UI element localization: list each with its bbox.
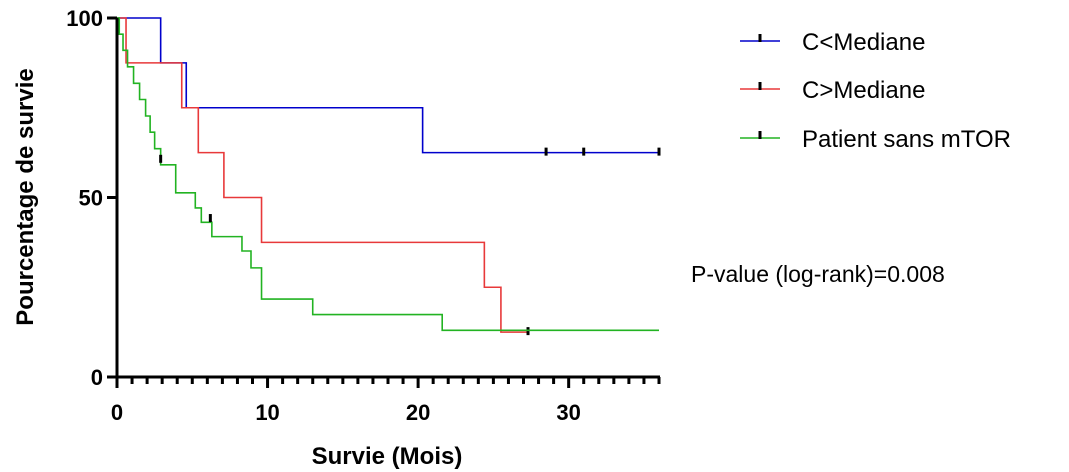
series-line-2 <box>117 17 659 332</box>
x-tick-label: 10 <box>255 400 279 425</box>
y-tick-label: 0 <box>91 365 103 390</box>
legend-label: C<Mediane <box>802 29 925 56</box>
y-axis-title: Pourcentage de survie <box>12 68 39 325</box>
legend-label: C>Mediane <box>802 77 925 104</box>
y-ticks: 0 50 100 <box>66 6 117 390</box>
x-tick-label: 0 <box>111 400 123 425</box>
axes <box>115 18 660 379</box>
x-axis-title: Survie (Mois) <box>312 443 463 470</box>
x-tick-label: 20 <box>406 400 430 425</box>
y-tick-label: 100 <box>66 6 103 31</box>
series-line-0 <box>117 17 659 154</box>
plot-area <box>117 17 661 336</box>
x-tick-label: 30 <box>556 400 580 425</box>
y-tick-label: 50 <box>79 186 103 211</box>
legend-label: Patient sans mTOR <box>802 126 1011 153</box>
legend: C<Mediane C>Mediane Patient sans mTOR <box>740 29 1011 153</box>
p-value-annotation: P-value (log-rank)=0.008 <box>691 261 945 287</box>
series-line-1 <box>117 17 529 333</box>
x-ticks: 0 10 20 30 <box>111 377 661 425</box>
